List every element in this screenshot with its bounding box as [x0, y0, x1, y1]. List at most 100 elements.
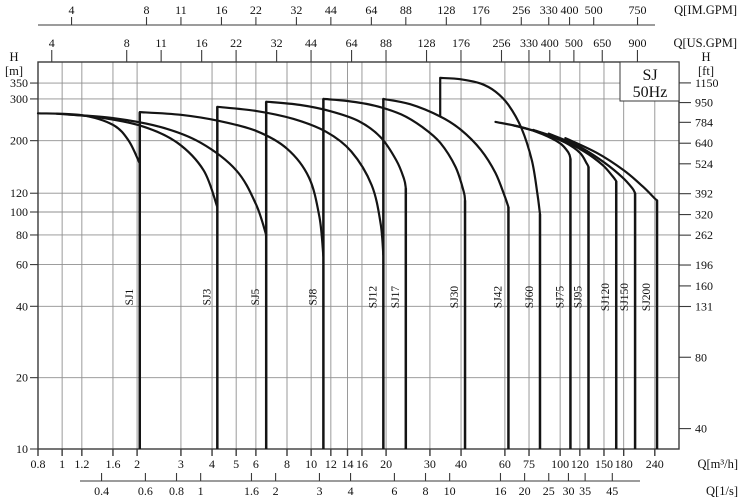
im-gpm-tick-label: 750 — [629, 3, 647, 17]
m3h-tick-label: 1 — [59, 457, 65, 471]
h-ft-tick-label: 40 — [695, 422, 707, 436]
pump-label-SJ5: SJ5 — [250, 288, 262, 305]
h-m-tick-label: 300 — [10, 92, 28, 106]
us-gpm-tick-label: 400 — [541, 36, 559, 50]
m3h-tick-label: 8 — [284, 457, 290, 471]
m3h-tick-label: 240 — [646, 457, 664, 471]
m3h-tick-label: 10 — [305, 457, 317, 471]
curve-SJ150 — [547, 132, 637, 195]
us-gpm-tick-label: 44 — [305, 36, 317, 50]
curve-SJ30 — [322, 97, 467, 202]
h-ft-tick-label: 950 — [695, 96, 713, 110]
us-gpm-tick-label: 4 — [49, 36, 55, 50]
pump-label-SJ8: SJ8 — [307, 288, 319, 305]
m3h-tick-label: 75 — [523, 457, 535, 471]
ls-tick-label: 2 — [273, 484, 279, 498]
pump-label-SJ60: SJ60 — [524, 286, 536, 309]
curve-SJ12 — [216, 105, 385, 256]
ls-tick-label: 6 — [391, 484, 397, 498]
ls-tick-label: 0.4 — [94, 484, 109, 498]
us-gpm-tick-label: 900 — [628, 36, 646, 50]
us-gpm-tick-label: 176 — [452, 36, 470, 50]
chart-title-frequency: 50Hz — [633, 84, 668, 101]
im-gpm-tick-label: 330 — [540, 3, 558, 17]
pump-label-SJ42: SJ42 — [492, 286, 504, 309]
im-gpm-tick-label: 44 — [325, 3, 337, 17]
im-gpm-tick-label: 11 — [175, 3, 187, 17]
us-gpm-tick-label: 256 — [492, 36, 510, 50]
im-gpm-tick-label: 64 — [365, 3, 377, 17]
m3h-tick-label: 60 — [499, 457, 511, 471]
us-gpm-tick-label: 64 — [346, 36, 358, 50]
h-m-tick-label: 60 — [16, 258, 28, 272]
m3h-axis-label: Q[m³/h] — [697, 457, 738, 471]
us-gpm-tick-label: 650 — [593, 36, 611, 50]
m3h-tick-label: 1.6 — [105, 457, 120, 471]
plot-border — [37, 61, 680, 450]
ls-tick-label: 3 — [316, 484, 322, 498]
ls-tick-label: 16 — [494, 484, 506, 498]
h-ft-tick-label: 320 — [695, 208, 713, 222]
m3h-tick-label: 150 — [595, 457, 613, 471]
im-gpm-tick-label: 256 — [512, 3, 530, 17]
m3h-tick-label: 30 — [424, 457, 436, 471]
ls-tick-label: 1 — [198, 484, 204, 498]
us-gpm-tick-label: 330 — [520, 36, 538, 50]
us-gpm-tick-label: 500 — [565, 36, 583, 50]
ls-tick-label: 25 — [543, 484, 555, 498]
h-ft-tick-label: 524 — [695, 157, 713, 171]
h-m-tick-label: 200 — [10, 134, 28, 148]
curve-SJ17 — [265, 100, 407, 190]
m3h-tick-label: 1.2 — [74, 457, 89, 471]
m3h-tick-label: 180 — [615, 457, 633, 471]
h-m-tick-label: 80 — [16, 228, 28, 242]
ls-tick-label: 35 — [579, 484, 591, 498]
curve-SJ200 — [564, 137, 659, 202]
im-gpm-tick-label: 500 — [585, 3, 603, 17]
m3h-tick-label: 12 — [325, 457, 337, 471]
im-gpm-tick-label: 128 — [437, 3, 455, 17]
im-gpm-tick-label: 4 — [69, 3, 75, 17]
right-axis-letter: H — [701, 50, 710, 64]
h-ft-tick-label: 196 — [695, 258, 713, 272]
im-gpm-tick-label: 32 — [290, 3, 302, 17]
us-gpm-tick-label: 32 — [271, 36, 283, 50]
h-ft-tick-label: 131 — [695, 299, 713, 313]
curve-SJ60 — [439, 76, 542, 216]
im-gpm-tick-label: 16 — [215, 3, 227, 17]
left-axis-unit: [m] — [5, 64, 23, 78]
h-ft-tick-label: 640 — [695, 136, 713, 150]
h-ft-tick-label: 160 — [695, 279, 713, 293]
h-ft-tick-label: 80 — [695, 350, 707, 364]
h-ft-tick-label: 392 — [695, 187, 713, 201]
ls-tick-label: 0.6 — [138, 484, 153, 498]
pump-label-SJ120: SJ120 — [600, 283, 612, 311]
m3h-tick-label: 16 — [356, 457, 368, 471]
im-gpm-tick-label: 22 — [250, 3, 262, 17]
h-m-tick-label: 350 — [10, 76, 28, 90]
m3h-tick-label: 20 — [380, 457, 392, 471]
pump-label-SJ75: SJ75 — [554, 286, 566, 309]
ls-tick-label: 4 — [348, 484, 354, 498]
pump-label-SJ200: SJ200 — [641, 283, 653, 311]
ls-tick-label: 10 — [444, 484, 456, 498]
h-ft-tick-label: 262 — [695, 228, 713, 242]
pump-label-SJ12: SJ12 — [367, 286, 379, 309]
curve-SJ5 — [66, 113, 268, 237]
h-m-tick-label: 20 — [16, 371, 28, 385]
ls-tick-label: 0.8 — [169, 484, 184, 498]
pump-label-SJ30: SJ30 — [449, 286, 461, 309]
us-gpm-tick-label: 16 — [196, 36, 208, 50]
ls-tick-label: 20 — [519, 484, 531, 498]
left-axis-letter: H — [9, 50, 18, 64]
m3h-tick-label: 14 — [342, 457, 354, 471]
ls-axis-label: Q[1/s] — [706, 484, 738, 498]
pump-label-SJ150: SJ150 — [619, 283, 631, 311]
m3h-tick-label: 6 — [253, 457, 259, 471]
pump-label-SJ17: SJ17 — [390, 286, 402, 309]
m3h-tick-label: 40 — [455, 457, 467, 471]
m3h-tick-label: 5 — [233, 457, 239, 471]
m3h-tick-label: 120 — [571, 457, 589, 471]
h-ft-tick-label: 1150 — [695, 76, 719, 90]
ls-tick-label: 1.6 — [244, 484, 259, 498]
